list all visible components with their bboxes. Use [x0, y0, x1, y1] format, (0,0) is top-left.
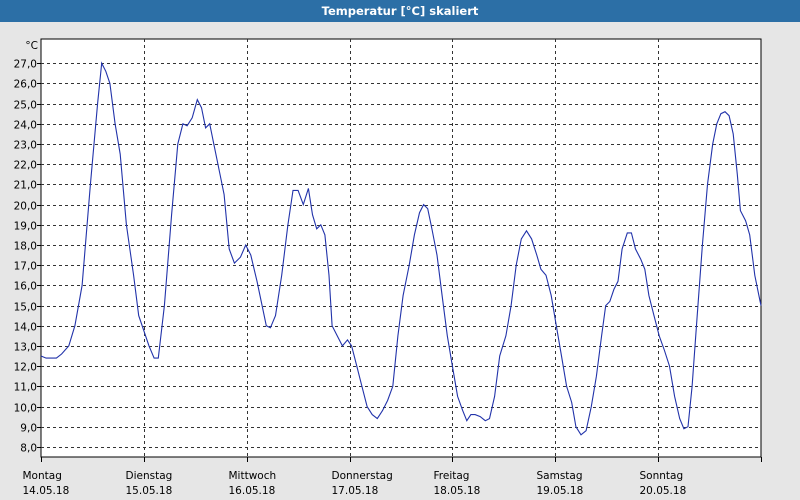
y-tick-label: 15,0	[14, 302, 37, 314]
x-tick-date-label: 18.05.18	[434, 485, 481, 497]
x-tick-day-label: Donnerstag	[332, 470, 393, 482]
y-tick-label: 17,0	[14, 261, 37, 273]
x-tick-day-label: Montag	[23, 470, 62, 482]
y-tick-label: 22,0	[14, 160, 37, 172]
temperature-series-line	[40, 61, 762, 436]
x-tick-date-label: 15.05.18	[126, 485, 173, 497]
chart-title: Temperatur [°C] skaliert	[0, 0, 800, 22]
x-tick-day-label: Sonntag	[640, 470, 684, 482]
y-tick-label: 11,0	[14, 382, 37, 394]
y-tick-label: 10,0	[14, 403, 37, 415]
y-axis-unit-label: °C	[25, 40, 38, 52]
y-tick-label: 8,0	[20, 443, 37, 455]
y-tick-label: 25,0	[14, 100, 37, 112]
x-tick-day-label: Dienstag	[126, 470, 173, 482]
y-tick-label: 16,0	[14, 281, 37, 293]
y-tick-label: 21,0	[14, 180, 37, 192]
y-tick-label: 24,0	[14, 120, 37, 132]
plot-area	[40, 38, 762, 458]
y-tick-label: 13,0	[14, 342, 37, 354]
y-tick-label: 14,0	[14, 322, 37, 334]
y-tick-label: 26,0	[14, 79, 37, 91]
x-tick-day-label: Freitag	[434, 470, 470, 482]
x-tick-day-label: Samstag	[537, 470, 583, 482]
x-tick-date-label: 19.05.18	[537, 485, 584, 497]
x-tick-date-label: 14.05.18	[23, 485, 70, 497]
x-tick-date-label: 16.05.18	[229, 485, 276, 497]
y-tick-label: 19,0	[14, 221, 37, 233]
y-tick-label: 23,0	[14, 140, 37, 152]
y-tick-label: 20,0	[14, 201, 37, 213]
x-tick-date-label: 17.05.18	[332, 485, 379, 497]
y-tick-label: 18,0	[14, 241, 37, 253]
y-tick-label: 27,0	[14, 59, 37, 71]
y-tick-label: 12,0	[14, 362, 37, 374]
x-tick-date-label: 20.05.18	[640, 485, 687, 497]
y-tick-label: 9,0	[20, 423, 37, 435]
x-tick-day-label: Mittwoch	[229, 470, 277, 482]
